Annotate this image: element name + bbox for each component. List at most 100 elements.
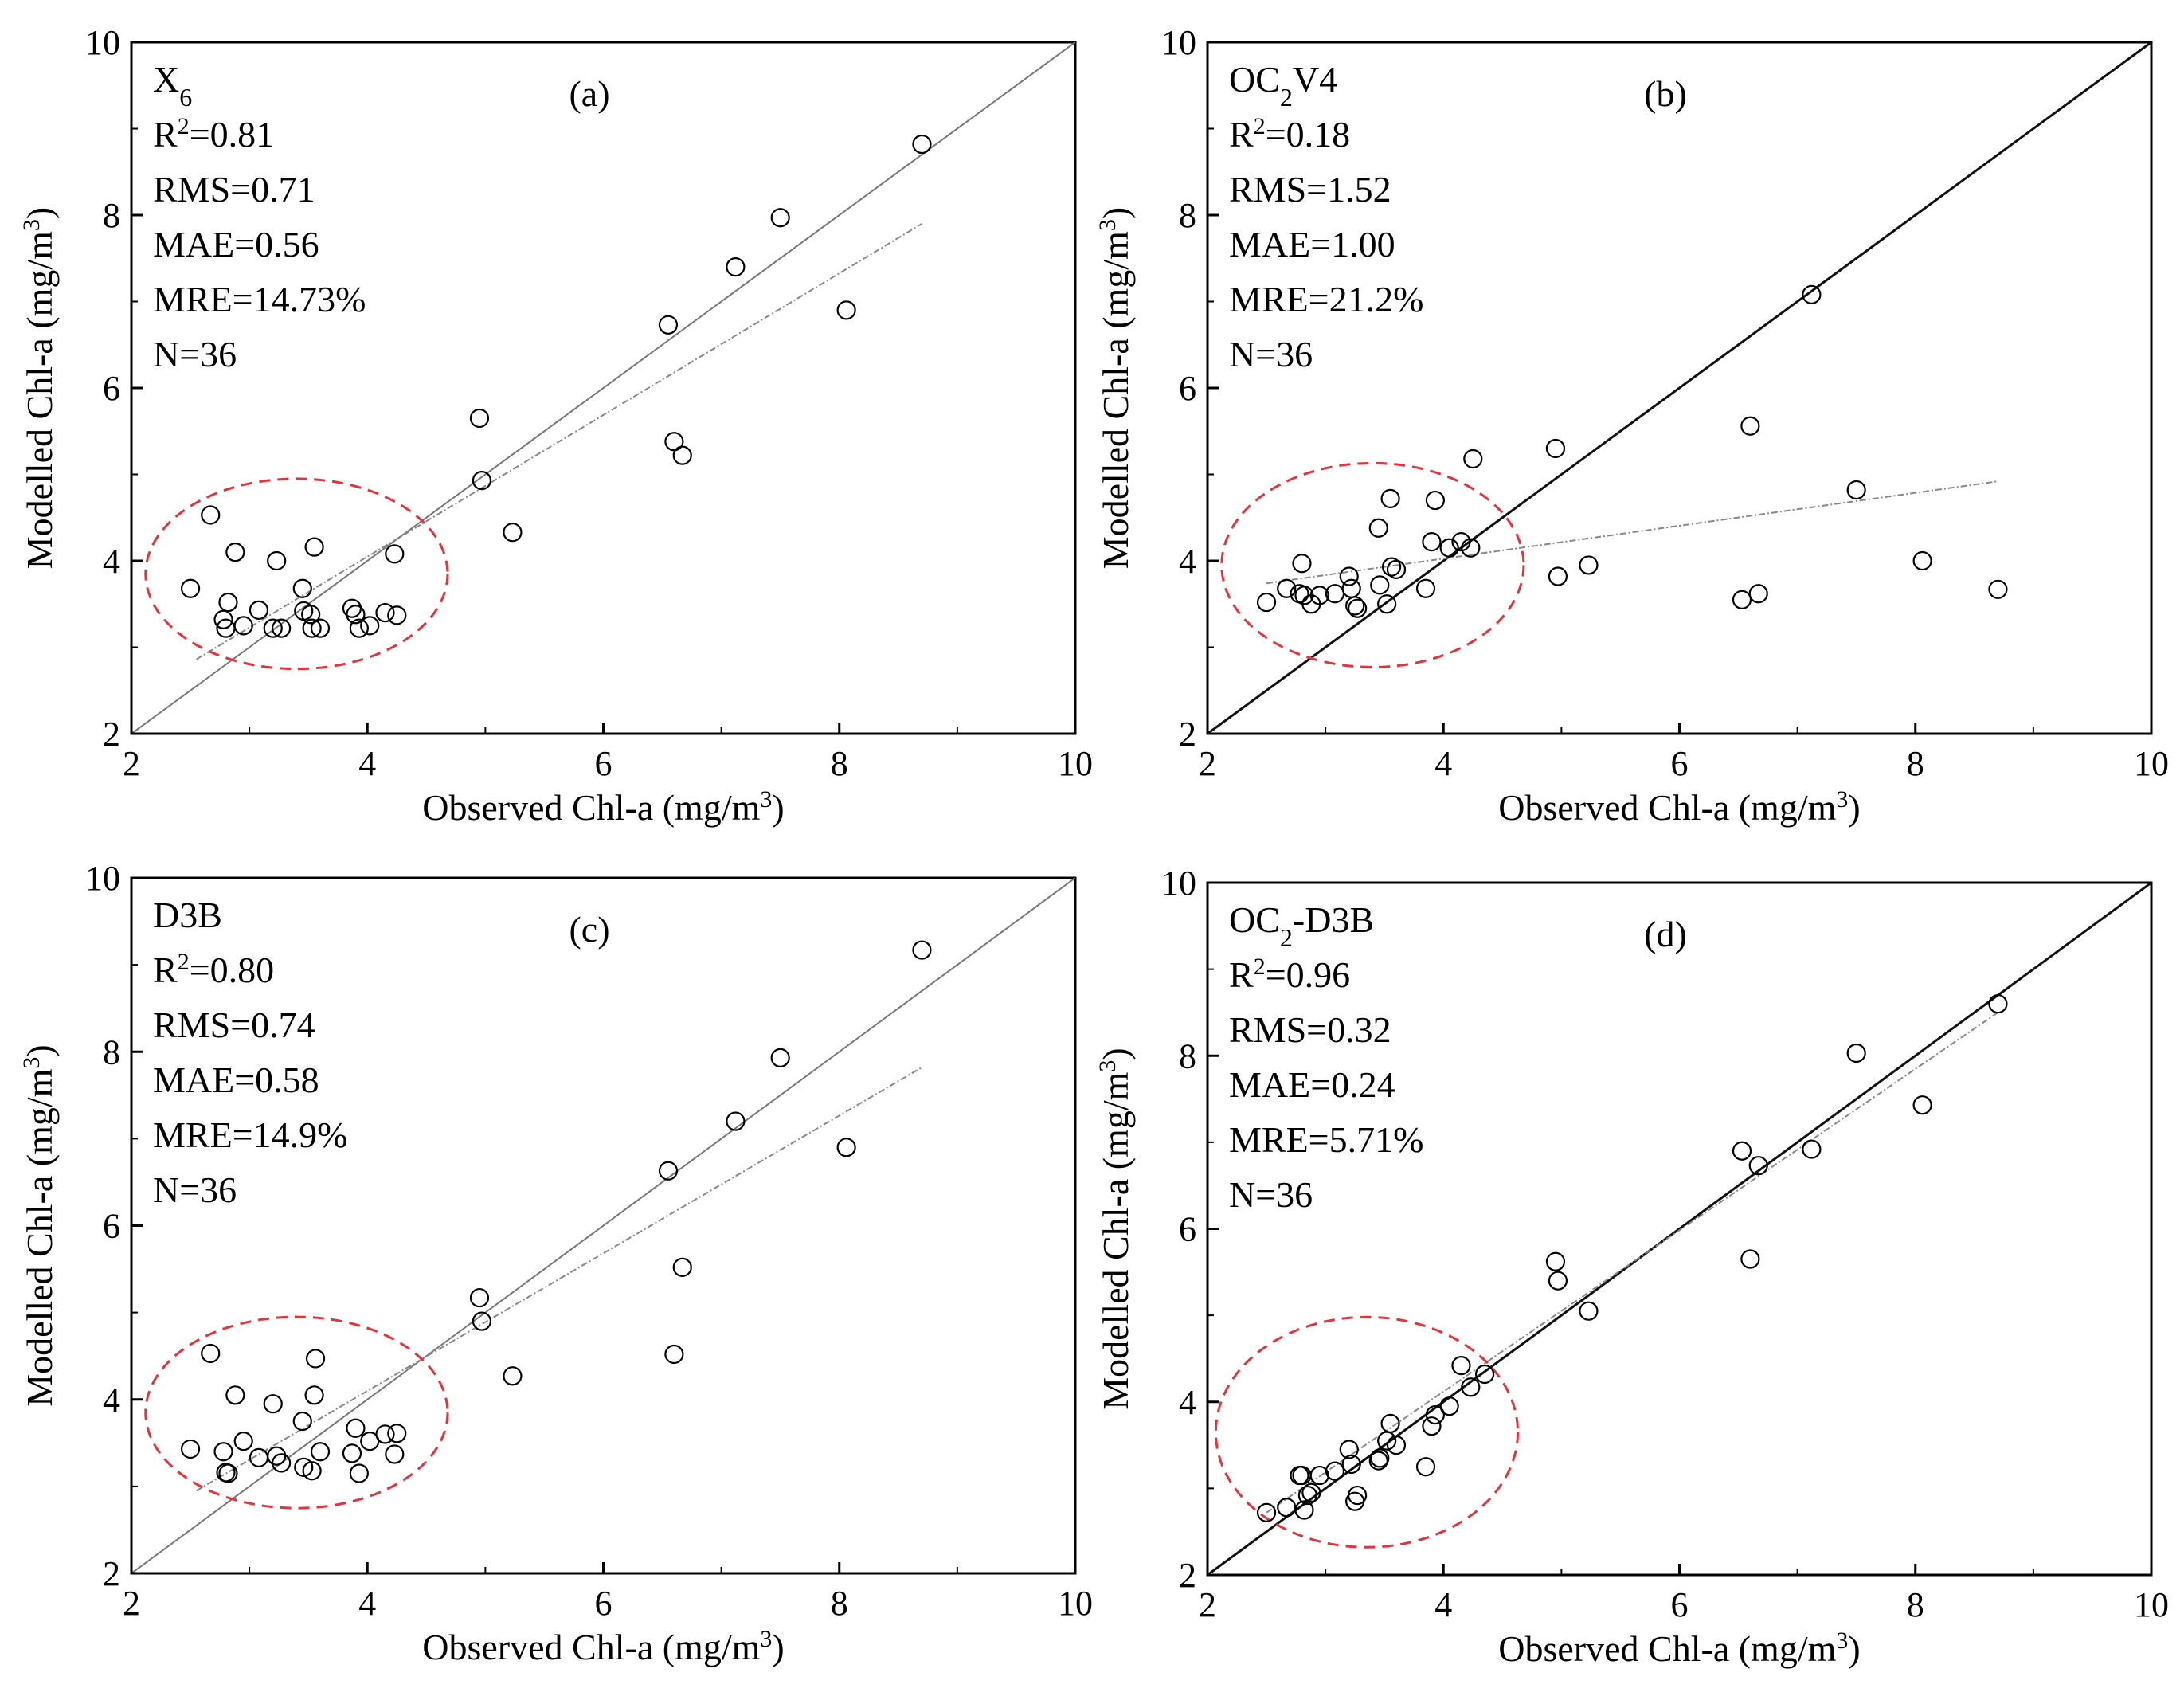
data-point <box>385 544 405 564</box>
mae-stat: MAE=0.24 <box>1229 1064 1395 1105</box>
mae-stat: MAE=0.56 <box>153 224 319 264</box>
data-point <box>1579 555 1599 575</box>
rms-stat: RMS=0.32 <box>1229 1009 1391 1050</box>
data-point <box>1339 1440 1359 1459</box>
highlight-ellipse <box>144 477 449 671</box>
r-squared-stat: R2=0.81 <box>153 113 274 155</box>
mae-stat: MAE=1.00 <box>1229 224 1395 264</box>
data-point <box>472 1311 492 1331</box>
data-point <box>1277 1498 1297 1518</box>
chart-panel: 2 4 6 8 10 2 4 6 8 10 Observed Chl-a (mg/m3) Modell… <box>18 23 1094 828</box>
mre-stat: MRE=14.73% <box>153 279 366 319</box>
data-point <box>310 1442 331 1462</box>
data-point <box>1846 480 1866 500</box>
data-point <box>201 1343 221 1364</box>
data-point <box>1740 1249 1760 1269</box>
data-point <box>360 616 380 636</box>
data-point <box>218 1463 238 1483</box>
data-point <box>1348 1485 1368 1506</box>
data-point <box>387 1424 407 1443</box>
y-tick-label: 8 <box>1179 196 1196 235</box>
data-point <box>1732 1141 1752 1161</box>
panel-label: (d) <box>1644 914 1687 954</box>
fit-line <box>1266 1012 1999 1514</box>
data-point <box>1988 579 2008 599</box>
data-point <box>1256 592 1277 613</box>
data-point <box>218 592 238 613</box>
data-point <box>301 605 321 625</box>
data-point <box>302 1461 322 1481</box>
data-point <box>225 543 245 562</box>
data-point <box>1846 1043 1866 1063</box>
chart-panel: 2 4 6 8 10 2 4 6 8 10 Observed Chl-a (mg/m3) Modell… <box>1094 23 2170 828</box>
data-point <box>1425 1404 1445 1425</box>
y-axis-title: Modelled Chl-a (mg/m3) <box>18 1044 61 1406</box>
y-tick-label: 2 <box>1179 715 1196 754</box>
data-point <box>1474 1364 1495 1385</box>
data-point <box>292 1411 312 1432</box>
data-point <box>346 605 366 625</box>
x-axis-title: Observed Chl-a (mg/m3) <box>422 786 784 828</box>
r-squared-stat: R2=0.96 <box>1229 954 1350 996</box>
data-point <box>1345 596 1365 616</box>
data-point <box>1439 1396 1459 1416</box>
y-tick-label: 6 <box>103 369 120 408</box>
data-point <box>375 1424 395 1444</box>
data-point <box>1415 578 1436 598</box>
y-tick-label: 10 <box>1161 23 1196 62</box>
y-axis-title: Modelled Chl-a (mg/m3) <box>1094 207 1137 569</box>
panel-label: (b) <box>1644 73 1687 114</box>
y-axis-title: Modelled Chl-a (mg/m3) <box>1094 1048 1137 1409</box>
x-tick-label: 2 <box>1199 744 1216 783</box>
data-point <box>1386 559 1407 579</box>
data-point <box>1451 1356 1471 1376</box>
data-point <box>726 257 746 277</box>
x-tick-label: 4 <box>1434 744 1452 783</box>
y-tick-label: 4 <box>103 542 120 581</box>
mre-stat: MRE=21.2% <box>1229 279 1423 319</box>
x-tick-label: 8 <box>831 1584 848 1623</box>
data-point <box>1309 1465 1329 1486</box>
r-squared-stat: R2=0.80 <box>153 949 274 991</box>
one-to-one-line <box>131 42 1075 734</box>
data-point <box>233 616 253 636</box>
x-tick-label: 6 <box>1671 744 1689 783</box>
data-point <box>469 1287 490 1308</box>
y-tick-label: 4 <box>103 1381 120 1420</box>
data-point <box>180 1439 201 1459</box>
data-point <box>304 537 324 557</box>
highlight-ellipse <box>1220 461 1525 668</box>
y-tick-label: 10 <box>85 859 120 898</box>
data-point <box>1451 532 1471 552</box>
data-point <box>346 1418 366 1438</box>
data-point <box>310 618 331 638</box>
data-point <box>1368 518 1388 538</box>
panel-label: (a) <box>569 73 609 114</box>
data-point <box>294 1457 314 1477</box>
data-point <box>385 1444 405 1464</box>
data-point <box>213 609 233 629</box>
n-stat: N=36 <box>1229 1174 1313 1215</box>
panel-label: (c) <box>569 909 609 950</box>
model-name: OC2V4 <box>1229 59 1337 112</box>
plot-area <box>1207 883 2151 1575</box>
data-point <box>1370 1448 1390 1468</box>
data-point <box>469 408 490 429</box>
data-point <box>726 1111 746 1131</box>
x-axis-title: Observed Chl-a (mg/m3) <box>1498 786 1860 828</box>
data-point <box>249 600 269 620</box>
data-point <box>1415 1457 1436 1477</box>
data-point <box>664 432 684 452</box>
y-tick-label: 4 <box>1179 1383 1196 1422</box>
x-tick-label: 2 <box>123 1584 140 1623</box>
y-tick-label: 6 <box>103 1207 120 1246</box>
data-point <box>1802 284 1822 304</box>
y-tick-label: 10 <box>85 23 120 62</box>
model-name: X6 <box>153 59 192 112</box>
data-point <box>201 505 221 525</box>
data-point <box>503 1366 523 1386</box>
data-point <box>664 1344 684 1365</box>
x-axis-title: Observed Chl-a (mg/m3) <box>422 1626 784 1668</box>
data-point <box>1548 566 1568 586</box>
data-point <box>1545 438 1566 459</box>
